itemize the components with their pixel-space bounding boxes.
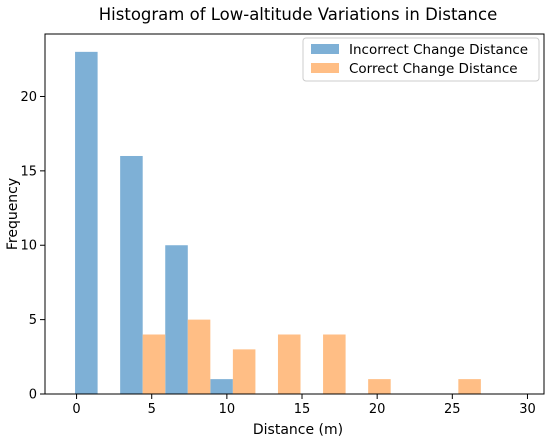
bar-incorrect-bin-0 — [75, 51, 98, 395]
y-tick-label: 5 — [29, 313, 37, 328]
legend-label-correct: Correct Change Distance — [349, 61, 518, 77]
y-axis-ticks: 0 5 10 15 20 — [20, 90, 45, 403]
y-tick-label: 0 — [29, 388, 37, 403]
bar-incorrect-bin-1 — [120, 155, 143, 394]
y-tick-label: 15 — [20, 164, 37, 179]
x-tick-label: 0 — [72, 402, 80, 417]
bar-incorrect-bin-3 — [210, 379, 233, 394]
x-axis-ticks: 0 5 10 15 20 25 30 — [72, 394, 536, 417]
x-tick-label: 15 — [294, 402, 311, 417]
bar-correct-bin-1 — [142, 334, 166, 394]
bar-correct-bin-2 — [187, 319, 211, 394]
bar-correct-bin-4 — [277, 334, 301, 394]
legend: Incorrect Change Distance Correct Change… — [302, 37, 540, 82]
bar-correct-bin-8 — [458, 379, 481, 394]
x-tick-label: 25 — [444, 402, 461, 417]
plot-frame — [44, 33, 545, 395]
x-tick-label: 20 — [369, 402, 386, 417]
bar-correct-bin-5 — [323, 334, 346, 394]
x-tick-label: 10 — [219, 402, 236, 417]
x-tick-label: 5 — [148, 402, 156, 417]
legend-swatch-correct — [311, 63, 339, 73]
x-axis-label: Distance (m) — [253, 422, 343, 438]
bars-group — [75, 51, 481, 395]
bar-correct-bin-3 — [232, 349, 256, 394]
chart-title: Histogram of Low-altitude Variations in … — [99, 5, 497, 24]
legend-label-incorrect: Incorrect Change Distance — [349, 42, 528, 58]
y-axis-label: Frequency — [5, 178, 21, 250]
legend-frame — [302, 37, 540, 82]
y-tick-label: 20 — [20, 90, 37, 105]
y-tick-label: 10 — [20, 239, 37, 254]
x-tick-label: 30 — [519, 402, 536, 417]
bar-correct-bin-6 — [368, 379, 391, 394]
legend-swatch-incorrect — [311, 44, 339, 54]
bar-incorrect-bin-2 — [165, 245, 188, 394]
